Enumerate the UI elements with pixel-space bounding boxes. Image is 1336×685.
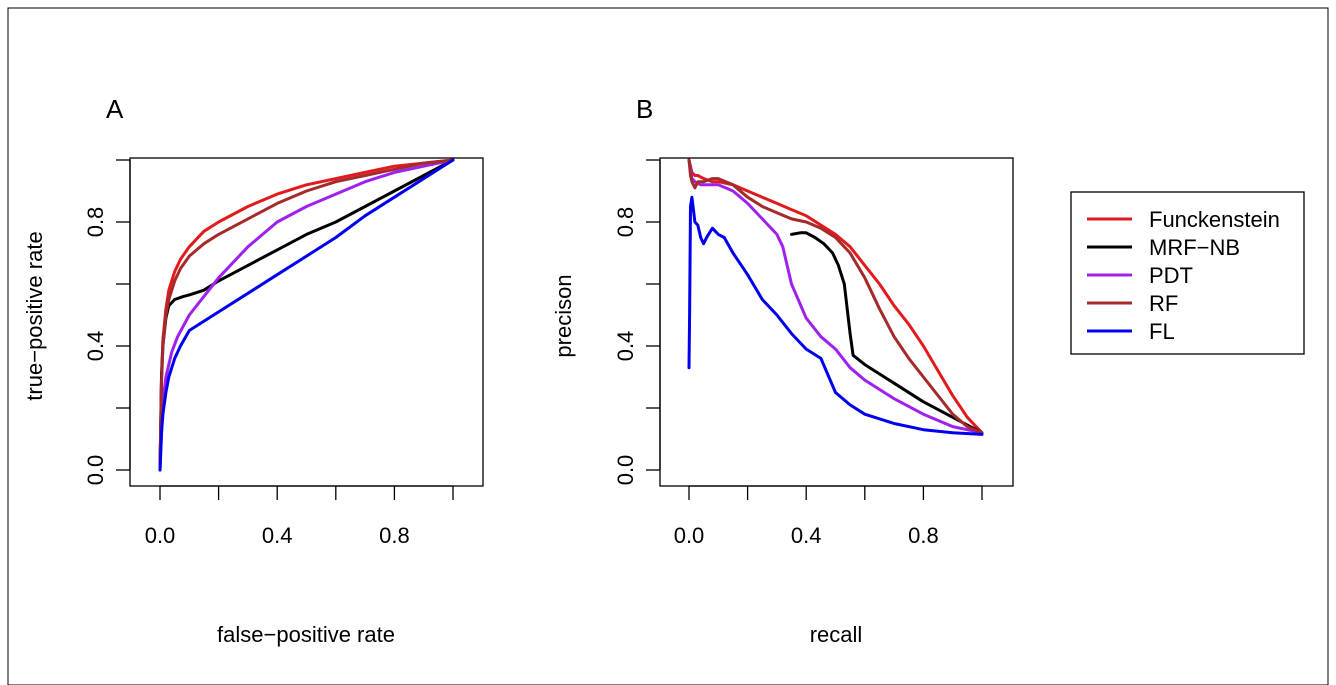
panel-a-x-tick-label: 0.0 [145, 523, 176, 548]
panel-b-y-tick-label: 0.0 [613, 455, 638, 486]
panel-b-series-group [687, 158, 984, 436]
panel-a-x-axis-label: false−positive rate [217, 622, 395, 647]
panel-b-y-tick-label: 0.4 [613, 331, 638, 362]
panel-a-series-group [158, 158, 455, 472]
panel-a-series-line-pdt [158, 158, 455, 472]
panel-b-series-line-fl [687, 195, 984, 436]
panel-b-series-line-mrf-nb [790, 231, 984, 435]
panel-b-x-tick-label: 0.8 [908, 523, 939, 548]
panel-a-roc-plot: A 0.0 0.4 0.8 0.0 0.4 0.8 false−positive rate… [22, 94, 484, 647]
panel-a-series-line-rf [158, 158, 455, 472]
legend-label-funckenstein: Funckenstein [1149, 207, 1280, 232]
panel-a-y-axis-label: true−positive rate [22, 231, 47, 400]
legend-label-rf: RF [1149, 291, 1178, 316]
panel-a-label: A [106, 94, 124, 124]
panel-b-y-axis-label: precison [551, 274, 576, 357]
legend: Funckenstein MRF−NB PDT RF FL [1070, 191, 1305, 355]
panel-b-precision-recall-plot: B 0.0 0.4 0.8 0.0 0.4 0.8 recall precison [551, 94, 1014, 647]
panel-b-series-line-funckenstein [687, 158, 984, 435]
panel-a-x-tick-label: 0.8 [379, 523, 410, 548]
panel-b-label: B [636, 94, 653, 124]
panel-b-y-tick-label: 0.8 [613, 207, 638, 238]
panel-b-ticks: 0.0 0.4 0.8 0.0 0.4 0.8 [613, 159, 983, 548]
panel-b-plot-frame [659, 157, 1014, 487]
panel-a-series-line-fl [158, 158, 455, 472]
panel-b-x-axis-label: recall [810, 622, 863, 647]
panel-a-y-tick-label: 0.8 [83, 207, 108, 238]
panel-b-series-line-rf [687, 158, 984, 435]
legend-label-fl: FL [1149, 319, 1175, 344]
panel-b-x-tick-label: 0.0 [674, 523, 705, 548]
panel-a-ticks: 0.0 0.4 0.8 0.0 0.4 0.8 [83, 159, 454, 548]
panel-a-y-tick-label: 0.0 [83, 455, 108, 486]
panel-a-y-tick-label: 0.4 [83, 331, 108, 362]
legend-label-mrf-nb: MRF−NB [1149, 235, 1240, 260]
legend-label-pdt: PDT [1149, 263, 1193, 288]
panel-a-x-tick-label: 0.4 [262, 523, 293, 548]
figure-border [7, 7, 1329, 685]
panel-b-x-tick-label: 0.4 [791, 523, 822, 548]
